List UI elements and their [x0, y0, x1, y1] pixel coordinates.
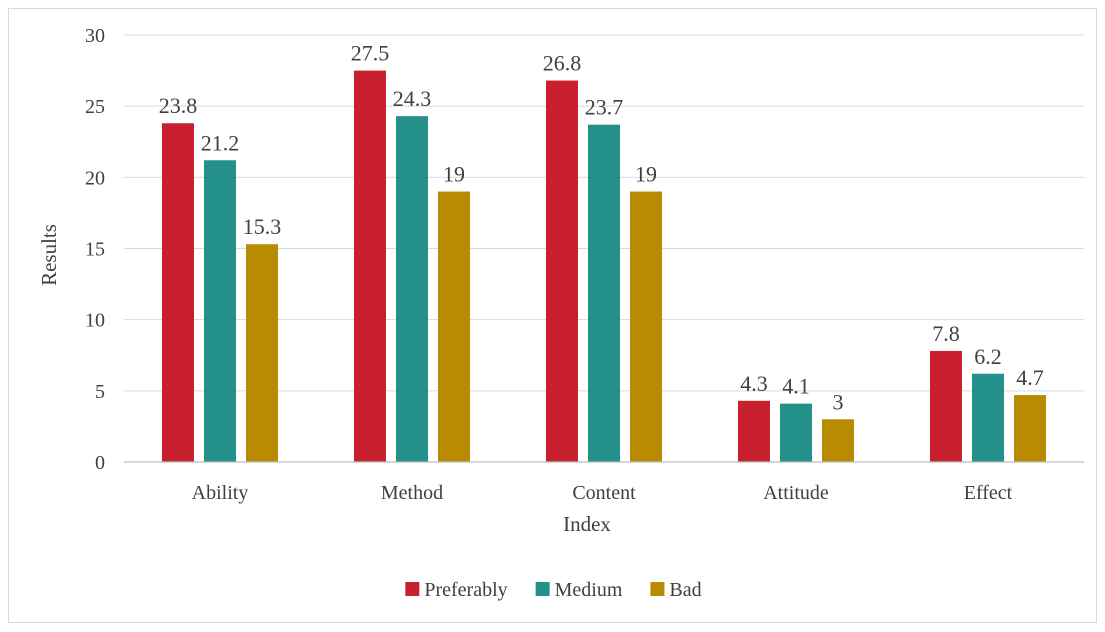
data-label: 23.8: [159, 93, 198, 118]
x-tick-label: Effect: [964, 482, 1013, 504]
bar-chart: 23.821.2 15.3 27.524.3 19 26.823.7 19 4.3 4.1 3 7…: [37, 25, 1084, 601]
chart-frame: 23.8 21.2 15.3 27.5 24.3 19 26.8 23.7 19 4.3 4.1 3 7…: [8, 8, 1097, 623]
data-label: 27.5: [351, 41, 390, 66]
legend-label: Preferably: [424, 579, 507, 601]
bar-preferably-attitude: [738, 400, 770, 462]
bar-preferably-method: [354, 70, 386, 463]
bars: [162, 70, 1046, 463]
y-tick-label: 15: [85, 239, 105, 261]
bar-medium-ability: [204, 160, 236, 462]
data-label: 23.7: [585, 95, 624, 120]
bar-bad-ability: [246, 244, 278, 462]
y-tick-label: 30: [85, 25, 105, 47]
bar-medium-attitude: [780, 403, 812, 462]
legend: Preferably Medium Bad: [405, 579, 702, 601]
data-label: 15.3: [243, 214, 282, 239]
x-tick-label: Method: [381, 482, 443, 504]
bar-bad-effect: [1014, 395, 1046, 462]
data-label: 3: [833, 389, 844, 414]
bar-bad-method: [438, 191, 470, 463]
x-tick-label: Ability: [192, 482, 249, 504]
data-label: 4.1: [782, 374, 810, 399]
legend-item-medium: Medium: [535, 579, 623, 601]
legend-label: Bad: [669, 579, 701, 601]
legend-swatch: [650, 582, 665, 596]
legend-item-bad: Bad: [650, 579, 702, 601]
data-label: 19: [443, 162, 465, 187]
data-label: 4.3: [740, 371, 768, 396]
data-label: 19: [635, 162, 657, 187]
bar-medium-method: [396, 116, 428, 462]
bar-medium-content: [588, 124, 620, 463]
data-label: 26.8: [543, 51, 582, 76]
y-tick-label: 5: [95, 381, 105, 403]
y-tick-label: 25: [85, 96, 105, 118]
x-tick-label: Attitude: [763, 482, 829, 504]
bar-bad-content: [630, 191, 662, 463]
legend-item-preferably: Preferably: [405, 579, 508, 601]
data-label: 24.3: [393, 86, 432, 111]
bar-preferably-effect: [930, 350, 962, 462]
bar-medium-effect: [972, 373, 1004, 462]
y-tick-label: 20: [85, 167, 105, 189]
y-axis-title: Results: [37, 224, 61, 286]
bar-preferably-ability: [162, 123, 194, 462]
y-tick-label: 0: [95, 452, 105, 474]
legend-swatch: [405, 582, 420, 596]
legend-swatch: [535, 582, 550, 596]
data-label: 4.7: [1016, 365, 1044, 390]
legend-label: Medium: [555, 579, 623, 601]
bar-bad-attitude: [822, 419, 854, 462]
data-labels: 23.821.2 15.3 27.524.3 19 26.823.7 19 4.3 4.1 3 7…: [159, 41, 1044, 415]
x-axis-title: Index: [563, 512, 611, 536]
data-label: 21.2: [201, 130, 240, 155]
axes: 0 5 10 15 20 25 30 Ability Method Content Attitude…: [85, 25, 1084, 504]
data-label: 7.8: [932, 321, 960, 346]
bar-preferably-content: [546, 80, 578, 463]
data-label: 6.2: [974, 344, 1002, 369]
x-tick-label: Content: [572, 482, 636, 504]
y-tick-label: 10: [85, 310, 105, 332]
